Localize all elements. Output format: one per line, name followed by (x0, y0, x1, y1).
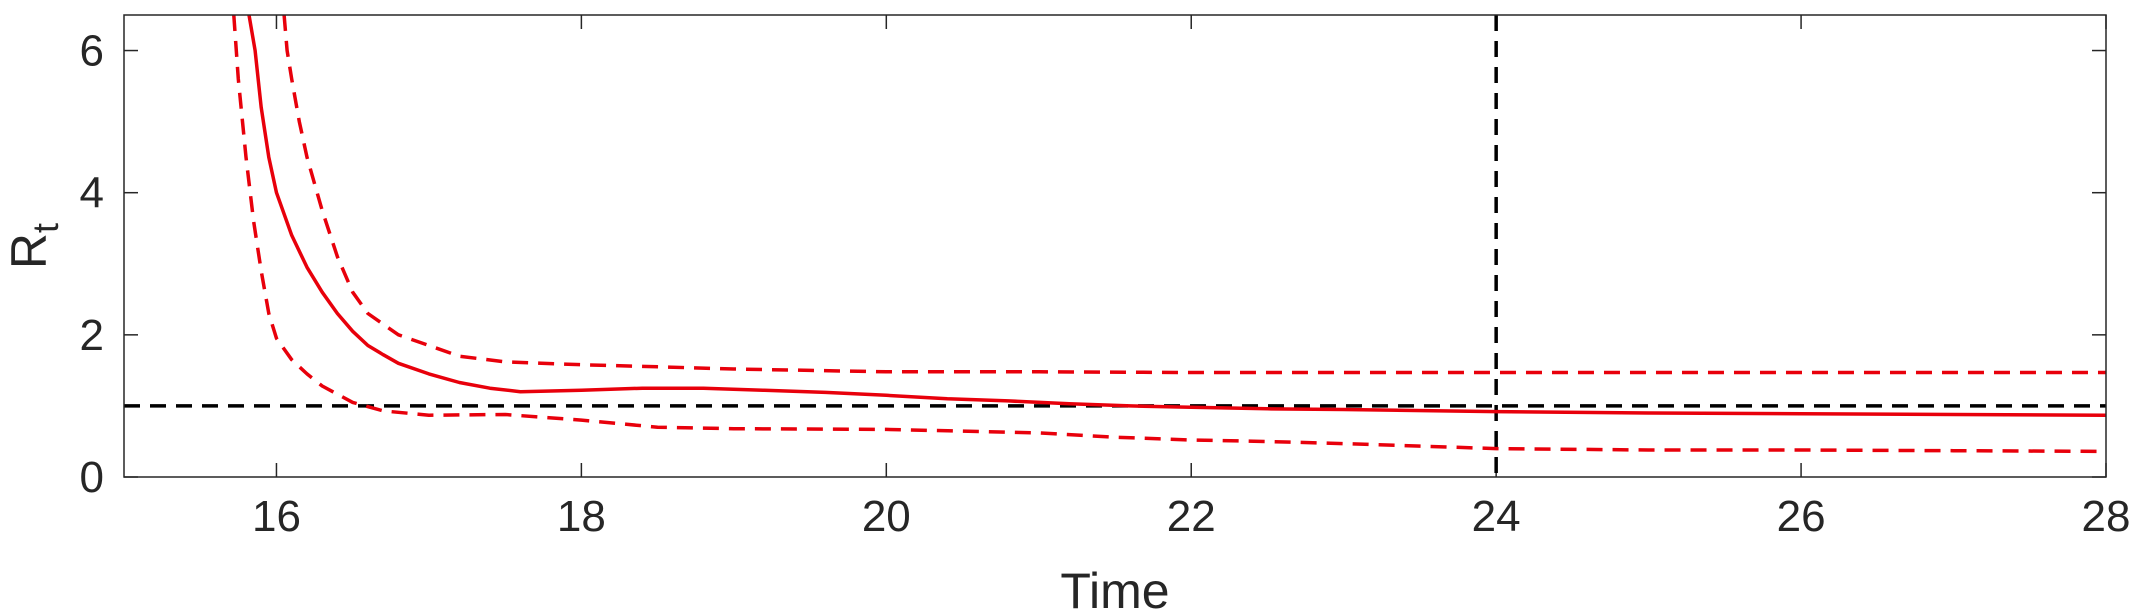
y-axis-ticks: 0 2 4 6 (80, 27, 2106, 502)
series-lines (232, 15, 2106, 454)
plot-frame (123, 14, 2107, 478)
x-axis-label: Time (1060, 563, 1169, 613)
y-axis-label-main: R (1, 233, 57, 269)
plot-area (124, 15, 2106, 477)
x-tick-label: 22 (1167, 492, 1216, 541)
x-axis-ticks: 16 18 20 22 24 26 28 (252, 15, 2130, 541)
x-tick-label: 16 (252, 492, 301, 541)
x-tick-label: 24 (1472, 492, 1521, 541)
x-tick-label: 18 (557, 492, 606, 541)
series-line-dashed-2 (232, 15, 2106, 454)
y-tick-label: 6 (80, 27, 104, 76)
series-line-solid (247, 15, 2106, 417)
y-axis-label: Rt (1, 223, 66, 269)
x-tick-label: 20 (862, 492, 911, 541)
series-line-dashed-1 (282, 15, 2106, 375)
x-tick-label: 26 (1777, 492, 1826, 541)
y-axis-label-subscript: t (25, 223, 66, 233)
y-tick-label: 2 (80, 311, 104, 360)
svg-text:Rt: Rt (1, 223, 66, 269)
x-tick-label: 28 (2082, 492, 2131, 541)
reference-lines (124, 15, 2106, 477)
y-tick-label: 4 (80, 169, 104, 218)
y-tick-label: 0 (80, 453, 104, 502)
